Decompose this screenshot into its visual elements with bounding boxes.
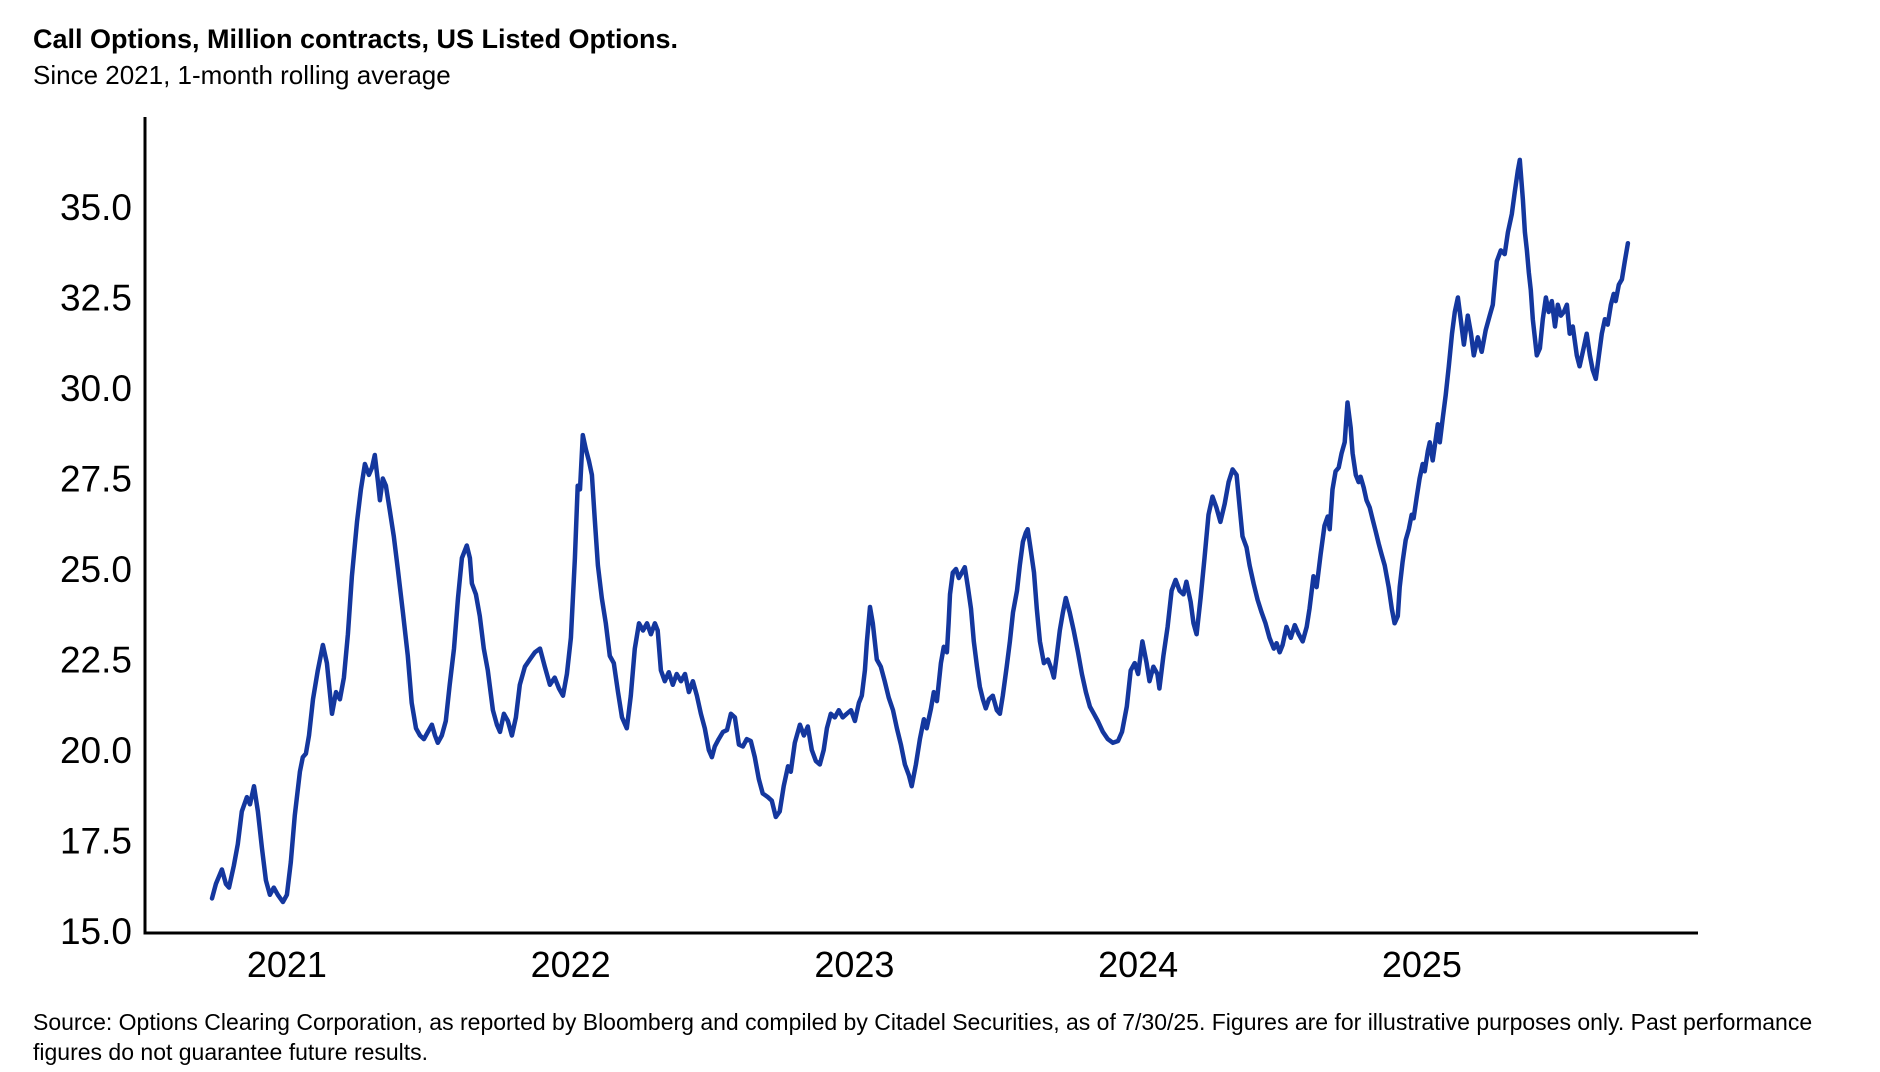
y-axis-tick-label: 30.0 — [60, 368, 132, 409]
chart-title: Call Options, Million contracts, US List… — [33, 24, 679, 54]
source-note-line1: Source: Options Clearing Corporation, as… — [33, 1009, 1813, 1035]
source-note: Source: Options Clearing Corporation, as… — [33, 1007, 1873, 1067]
source-note-line2: figures do not guarantee future results. — [33, 1039, 429, 1065]
y-axis-tick-label: 15.0 — [60, 911, 132, 952]
y-axis-tick-label: 27.5 — [60, 459, 132, 500]
y-axis-tick-label: 35.0 — [60, 187, 132, 228]
y-axis-tick-label: 32.5 — [60, 278, 132, 319]
y-axis-tick-label: 20.0 — [60, 730, 132, 771]
chart-subtitle: Since 2021, 1-month rolling average — [33, 60, 451, 90]
x-axis-tick-label: 2022 — [531, 944, 611, 985]
x-axis-tick-label: 2021 — [247, 944, 327, 985]
y-axis-tick-label: 22.5 — [60, 640, 132, 681]
data-line — [209, 157, 1631, 905]
y-axis-tick-label: 25.0 — [60, 549, 132, 590]
x-axis-tick-label: 2025 — [1382, 944, 1462, 985]
x-axis-tick-label: 2024 — [1098, 944, 1178, 985]
y-axis-tick-label: 17.5 — [60, 821, 132, 862]
x-axis-tick-label: 2023 — [814, 944, 894, 985]
